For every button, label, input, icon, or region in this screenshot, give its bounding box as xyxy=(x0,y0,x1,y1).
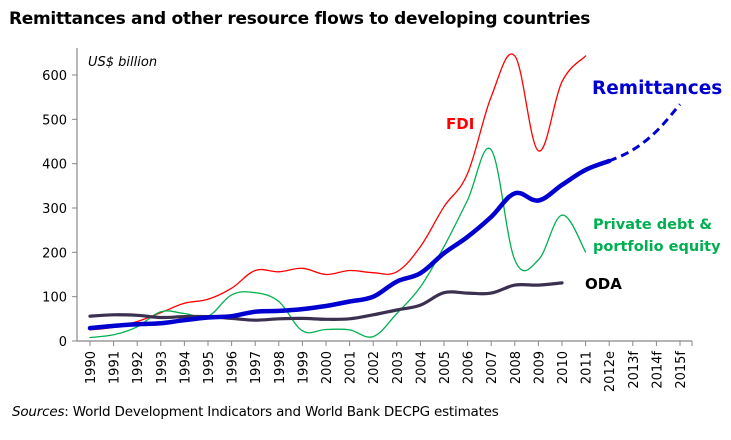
x-tick-label: 1991 xyxy=(108,351,123,384)
y-tick-label: 400 xyxy=(42,158,67,173)
x-tick-label: 2011 xyxy=(580,351,595,384)
x-tick-label: 2004 xyxy=(414,351,429,384)
x-tick-label: 2015f xyxy=(674,351,689,389)
series-oda xyxy=(88,281,564,322)
series-private-debt-portfolio-equity xyxy=(89,147,587,339)
y-tick-label: 500 xyxy=(42,113,67,128)
series-line-forecast xyxy=(608,103,682,163)
y-tick-label: 600 xyxy=(42,69,67,84)
y-tick-label: 200 xyxy=(42,246,67,261)
x-tick-label: 1999 xyxy=(296,351,311,384)
series-label-oda: ODA xyxy=(585,275,622,293)
series-label-private-debt-line1: Private debt & xyxy=(593,217,712,233)
x-tick-label: 2012e xyxy=(603,351,618,392)
x-tick-label: 2005 xyxy=(438,351,453,384)
x-tick-label: 1993 xyxy=(155,351,170,384)
y-tick-label: 100 xyxy=(42,291,67,306)
x-tick-label: 2000 xyxy=(320,351,335,384)
series-layer xyxy=(87,53,682,339)
x-tick-label: 1994 xyxy=(178,351,193,384)
x-tick-label: 2013f xyxy=(627,351,642,389)
x-tick-label: 1992 xyxy=(131,351,146,384)
source-text: : World Development Indicators and World… xyxy=(64,404,499,420)
x-tick-label: 1990 xyxy=(84,351,99,384)
x-tick-label: 1998 xyxy=(273,351,288,384)
x-tick-label: 2001 xyxy=(344,351,359,384)
axes: 0 100 200 300 400 500 600 1990 1991 1992 1993 1994 1… xyxy=(42,48,693,392)
series-remittances xyxy=(87,103,682,331)
y-axis-unit-label: US$ billion xyxy=(88,55,157,70)
series-line-actual xyxy=(87,158,612,331)
chart-title: Remittances and other resource flows to … xyxy=(9,9,591,29)
x-tick-label: 2014f xyxy=(650,351,665,389)
series-label-private-debt-line2: portfolio equity xyxy=(593,239,721,255)
x-tick-label: 2003 xyxy=(391,351,406,384)
y-tick-label: 300 xyxy=(42,202,67,217)
x-tick-label: 2007 xyxy=(485,351,500,384)
source-prefix: Sources xyxy=(12,404,65,420)
source-note: Sources: World Development Indicators an… xyxy=(12,404,499,420)
x-tick-label: 1997 xyxy=(249,351,264,384)
x-tick-label: 2006 xyxy=(462,351,477,384)
y-tick-label: 0 xyxy=(59,335,67,350)
x-tick-label: 2009 xyxy=(532,351,547,384)
series-label-remittances: Remittances xyxy=(592,78,722,99)
x-tick-label: 1995 xyxy=(202,351,217,384)
series-label-fdi: FDI xyxy=(446,115,474,133)
x-tick-label: 1996 xyxy=(226,351,241,384)
series-line xyxy=(88,281,564,322)
series-line xyxy=(89,53,587,331)
series-fdi xyxy=(89,53,587,331)
series-line xyxy=(89,147,587,339)
x-tick-label: 2008 xyxy=(509,351,524,384)
x-tick-label: 2002 xyxy=(367,351,382,384)
x-tick-label: 2010 xyxy=(556,351,571,384)
